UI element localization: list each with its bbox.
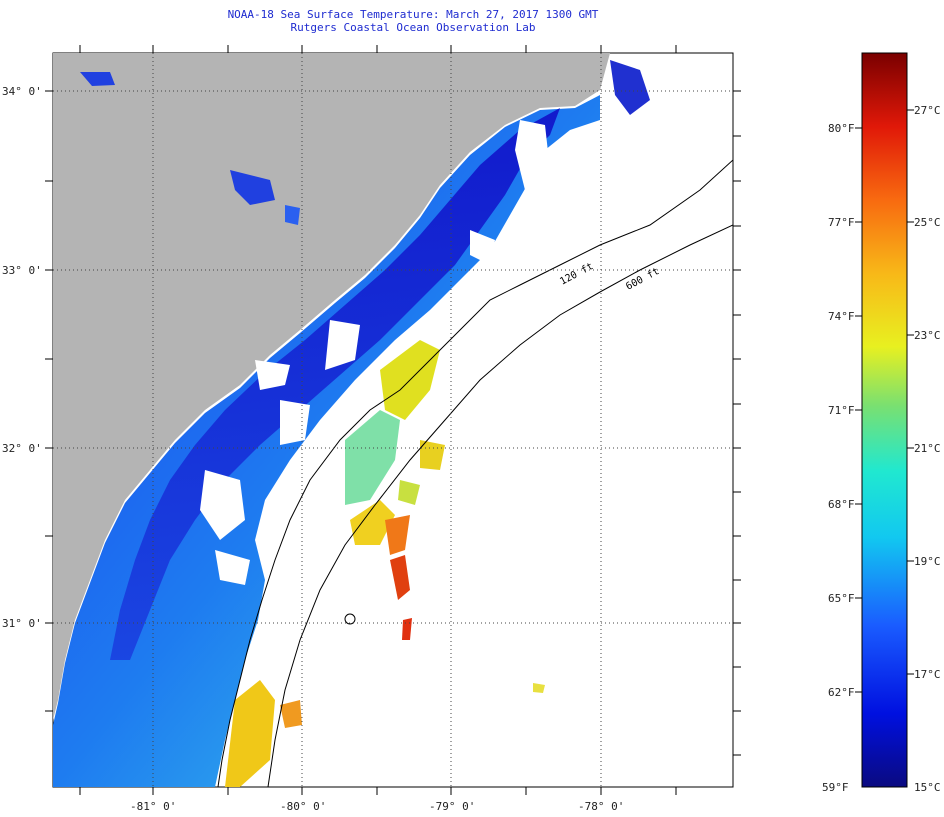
map-title: NOAA-18 Sea Surface Temperature: March 2… — [227, 8, 599, 21]
lon-label-78: -78° 0' — [578, 800, 625, 813]
lat-label-34: 34° 0' — [2, 85, 42, 98]
sst-warm-patch-8 — [398, 480, 420, 505]
cbar-f-80: 80°F — [828, 122, 855, 135]
lon-label-80: -80° 0' — [280, 800, 327, 813]
lon-label-79: -79° 0' — [429, 800, 476, 813]
cbar-f-59: 59°F — [822, 781, 849, 794]
lon-label-81: -81° 0' — [130, 800, 177, 813]
sst-warm-patch-5 — [390, 555, 410, 600]
sst-warm-patch-7 — [420, 440, 445, 470]
cbar-c-19: 19°C — [914, 555, 941, 568]
sst-warm-patch-10 — [280, 700, 302, 728]
cbar-f-68: 68°F — [828, 498, 855, 511]
sst-core-band — [110, 108, 560, 660]
cbar-c-27: 27°C — [914, 104, 941, 117]
cbar-c-17: 17°C — [914, 668, 941, 681]
cbar-c-15: 15°C — [914, 781, 941, 794]
sst-warm-patch-9 — [225, 680, 275, 787]
map-subtitle: Rutgers Coastal Ocean Observation Lab — [290, 21, 536, 34]
cbar-f-62: 62°F — [828, 686, 855, 699]
cbar-f-65: 65°F — [828, 592, 855, 605]
cbar-f-74: 74°F — [828, 310, 855, 323]
sst-warm-patch-1 — [345, 410, 400, 505]
cbar-c-25: 25°C — [914, 216, 941, 229]
cbar-f-77: 77°F — [828, 216, 855, 229]
lat-label-31: 31° 0' — [2, 617, 42, 630]
colorbar — [861, 52, 908, 788]
contour-120ft — [217, 159, 733, 787]
sst-warm-patch-3 — [350, 500, 395, 545]
lat-label-32: 32° 0' — [2, 442, 42, 455]
cbar-c-21: 21°C — [914, 442, 941, 455]
sst-warm-patch-11 — [533, 683, 545, 693]
land-mass — [53, 53, 610, 720]
lat-label-33: 33° 0' — [2, 264, 42, 277]
sst-nearshore-band — [53, 95, 600, 787]
contour-600ft — [267, 224, 733, 787]
frame-ticks — [45, 45, 741, 795]
cbar-c-23: 23°C — [914, 329, 941, 342]
cbar-f-71: 71°F — [828, 404, 855, 417]
sst-warm-patch-4 — [385, 515, 410, 555]
